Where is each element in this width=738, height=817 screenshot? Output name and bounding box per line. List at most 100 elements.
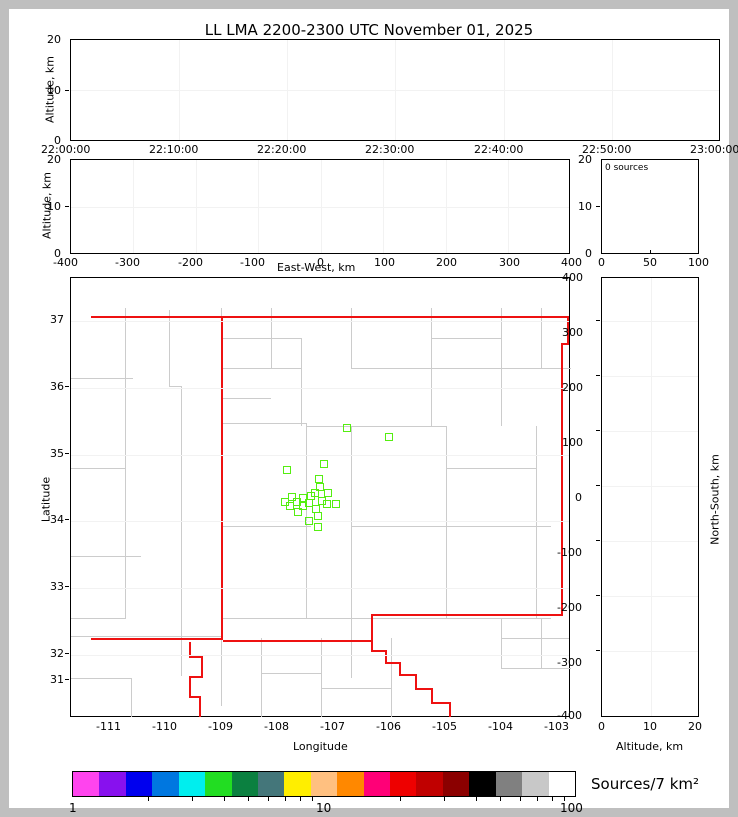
colorbar-tick: 100 [560, 801, 583, 815]
colorbar-swatch-13 [416, 772, 443, 796]
county-line [391, 638, 392, 717]
county-line [446, 468, 536, 469]
ew-ytick: 10 [47, 200, 61, 213]
lightning-source-marker [294, 508, 302, 516]
county-line [321, 688, 391, 689]
map-ylabel: Latitude [39, 476, 53, 523]
ew-ytick: 20 [47, 153, 61, 166]
ew-xtick: 0 [317, 256, 324, 269]
gridline [133, 160, 134, 253]
ns-xtick: 10 [643, 720, 657, 733]
ew-xtick: -300 [115, 256, 140, 269]
time-xtick: 22:30:00 [365, 143, 415, 156]
gridline [383, 160, 384, 253]
tick [65, 586, 69, 587]
county-line [71, 678, 131, 679]
north-south-panel[interactable] [601, 277, 699, 717]
tick [596, 375, 600, 376]
gridline [395, 40, 396, 140]
county-line [431, 368, 571, 369]
county-line [221, 636, 222, 706]
county-line [536, 526, 537, 618]
gridline [612, 40, 613, 140]
map-xtick: -103 [544, 720, 569, 733]
colorbar-swatch-12 [390, 772, 417, 796]
lightning-source-marker [316, 483, 324, 491]
east-west-panel[interactable] [70, 159, 570, 254]
colorbar-swatch-6 [231, 772, 258, 796]
county-line [501, 368, 502, 426]
lightning-source-marker [315, 475, 323, 483]
rio-grande-border [189, 656, 203, 658]
time-height-panel[interactable] [70, 39, 720, 141]
map-xtick: -104 [488, 720, 513, 733]
rio-grande-border [415, 674, 417, 690]
ns-ytick: 300 [562, 326, 583, 339]
ew-ytick: 0 [54, 247, 61, 260]
rio-grande-border [385, 662, 401, 664]
gridline [71, 655, 569, 656]
colorbar-tick: 1 [69, 801, 77, 815]
colorbar-minor-tick [248, 797, 250, 801]
east-west-xlabel: East-West, km [277, 261, 356, 274]
map-xtick: -110 [152, 720, 177, 733]
source-histogram-panel[interactable]: 0 sources [601, 159, 699, 254]
ew-xtick: 200 [436, 256, 457, 269]
hist-xtick: 100 [688, 256, 709, 269]
county-line [446, 426, 447, 526]
ew-xtick: 400 [561, 256, 582, 269]
colorbar-label: Sources/7 km² [591, 775, 700, 793]
county-line [261, 638, 262, 717]
county-line [169, 386, 181, 387]
lightning-source-marker [385, 433, 393, 441]
map-ytick: 37 [50, 313, 64, 326]
ns-ytick: 400 [562, 271, 583, 284]
colorbar-minor-tick [399, 797, 401, 801]
tick [65, 679, 69, 680]
lightning-source-marker [314, 523, 322, 531]
rio-grande-border [431, 702, 451, 704]
map-xtick: -106 [376, 720, 401, 733]
hist-ytick: 0 [585, 247, 592, 260]
county-line [351, 618, 551, 619]
colorbar[interactable] [72, 771, 576, 797]
lightning-source-marker [305, 517, 313, 525]
map-xtick: -108 [264, 720, 289, 733]
county-line [169, 310, 170, 386]
tick [65, 386, 69, 387]
ns-ytick: -400 [557, 709, 582, 722]
lightning-source-marker [299, 494, 307, 502]
county-line [351, 368, 431, 369]
tick [596, 650, 600, 651]
page-title: LL LMA 2200-2300 UTC November 01, 2025 [204, 21, 534, 39]
lightning-source-marker [311, 489, 319, 497]
rio-grande-border [371, 638, 373, 652]
colorbar-swatch-2 [125, 772, 153, 796]
county-line [501, 308, 502, 368]
county-line [261, 673, 321, 674]
gridline [258, 160, 259, 253]
county-line [71, 556, 141, 557]
rio-grande-border [399, 662, 401, 676]
map-ytick: 35 [50, 447, 64, 460]
county-line [131, 678, 132, 717]
colorbar-minor-tick [268, 797, 270, 801]
county-line [431, 368, 432, 426]
county-line [221, 398, 271, 399]
ns-xtick: 20 [688, 720, 702, 733]
county-line [301, 368, 302, 426]
rio-grande-border [449, 702, 451, 717]
county-line [446, 526, 447, 618]
colorbar-minor-tick [475, 797, 477, 801]
figure-canvas: LL LMA 2200-2300 UTC November 01, 2025 A… [9, 9, 738, 815]
county-line [301, 338, 302, 368]
gridline [71, 207, 569, 208]
state-border-jog [561, 343, 569, 345]
ew-xtick: -400 [53, 256, 78, 269]
colorbar-swatch-17 [522, 772, 549, 796]
county-line [431, 338, 501, 339]
county-line [541, 618, 542, 668]
county-line [501, 618, 502, 668]
lightning-source-marker [320, 460, 328, 468]
map-panel[interactable] [70, 277, 571, 717]
